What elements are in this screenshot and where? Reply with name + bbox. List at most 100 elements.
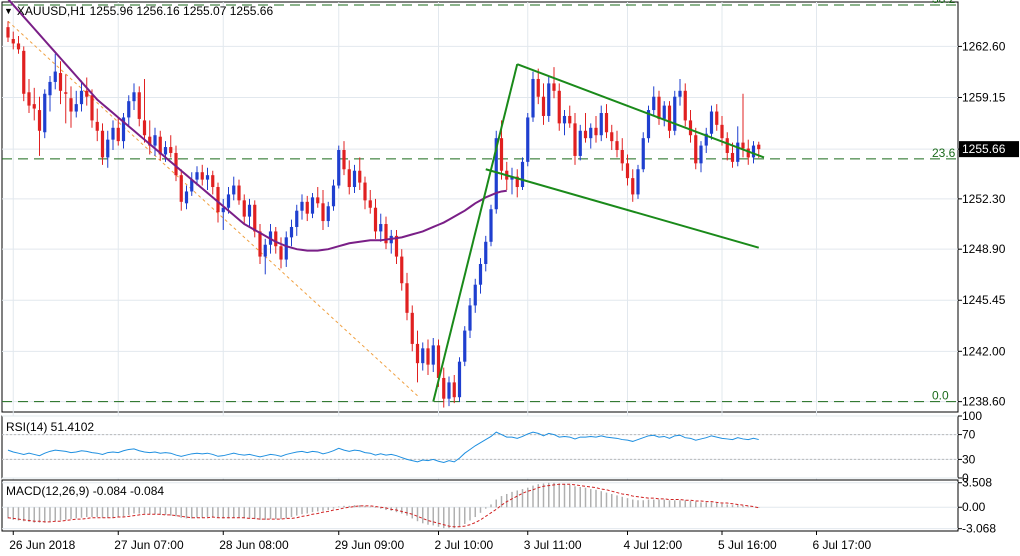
bull-candle[interactable] (221, 198, 225, 230)
bear-candle[interactable] (148, 120, 152, 155)
bear-candle[interactable] (85, 77, 89, 106)
triangle-down-icon[interactable]: ▼ (4, 6, 13, 16)
bull-candle[interactable] (751, 141, 756, 164)
bull-candle[interactable] (121, 113, 126, 149)
bull-candle[interactable] (379, 213, 383, 242)
bull-candle[interactable] (673, 90, 677, 136)
bear-candle[interactable] (725, 132, 729, 161)
bull-candle[interactable] (489, 204, 493, 247)
macd-panel[interactable]: 3.508 0.00 -3.068 (1, 476, 996, 536)
bull-candle[interactable] (289, 219, 294, 247)
bear-candle[interactable] (6, 21, 10, 42)
bear-candle[interactable] (715, 104, 719, 131)
bull-candle[interactable] (562, 110, 567, 136)
bull-candle[interactable] (326, 201, 330, 227)
bull-candle[interactable] (468, 298, 472, 338)
bear-candle[interactable] (730, 142, 735, 168)
bull-candle[interactable] (295, 204, 299, 236)
bear-candle[interactable] (274, 226, 278, 254)
bear-candle[interactable] (400, 249, 404, 291)
bear-candle[interactable] (69, 86, 73, 128)
bear-candle[interactable] (410, 305, 414, 352)
bear-candle[interactable] (27, 78, 31, 114)
bull-candle[interactable] (431, 337, 435, 373)
bull-candle[interactable] (473, 278, 477, 313)
bear-candle[interactable] (405, 272, 409, 321)
bull-candle[interactable] (127, 95, 131, 127)
bear-candle[interactable] (347, 160, 351, 195)
bear-candle[interactable] (211, 170, 215, 195)
bull-candle[interactable] (48, 76, 52, 112)
bull-candle[interactable] (352, 164, 357, 193)
bull-candle[interactable] (106, 130, 110, 168)
bear-candle[interactable] (552, 67, 556, 99)
bull-candle[interactable] (421, 342, 425, 371)
bear-candle[interactable] (515, 169, 519, 198)
bear-candle[interactable] (279, 237, 283, 269)
bull-candle[interactable] (447, 376, 451, 407)
bull-candle[interactable] (190, 172, 194, 196)
bull-candle[interactable] (484, 235, 488, 272)
bear-candle[interactable] (536, 68, 540, 105)
bull-candle[interactable] (132, 83, 136, 111)
bear-candle[interactable] (258, 224, 262, 264)
bear-candle[interactable] (620, 138, 624, 171)
bear-candle[interactable] (158, 130, 162, 161)
bull-candle[interactable] (736, 126, 740, 167)
bear-candle[interactable] (694, 127, 698, 170)
bear-candle[interactable] (37, 96, 42, 156)
bull-candle[interactable] (205, 167, 210, 190)
lower-channel-line[interactable] (485, 168, 760, 249)
bear-candle[interactable] (32, 87, 36, 121)
bear-candle[interactable] (237, 179, 241, 205)
bear-candle[interactable] (573, 113, 577, 165)
bull-candle[interactable] (195, 166, 199, 186)
impulse-leg-line[interactable] (432, 63, 519, 402)
bull-candle[interactable] (526, 113, 530, 167)
bull-candle[interactable] (599, 105, 603, 142)
bull-candle[interactable] (531, 71, 535, 122)
bull-candle[interactable] (79, 80, 84, 112)
bull-candle[interactable] (652, 86, 656, 116)
bear-candle[interactable] (394, 229, 399, 264)
bear-candle[interactable] (541, 83, 546, 125)
bear-candle[interactable] (253, 200, 257, 238)
bull-candle[interactable] (310, 192, 315, 219)
bear-candle[interactable] (442, 367, 446, 408)
bear-candle[interactable] (179, 169, 183, 211)
bull-candle[interactable] (226, 187, 231, 214)
bear-candle[interactable] (16, 36, 21, 54)
bear-candle[interactable] (321, 189, 325, 230)
bear-candle[interactable] (363, 176, 367, 210)
price-panel[interactable]: 1262.60 1259.15 1255.66 1252.30 1248.90 1245.… (1, 0, 1019, 531)
bull-candle[interactable] (337, 145, 341, 189)
bear-candle[interactable] (631, 169, 635, 202)
bull-candle[interactable] (578, 124, 582, 161)
bull-candle[interactable] (520, 157, 525, 190)
bull-candle[interactable] (43, 89, 47, 139)
bear-candle[interactable] (316, 187, 320, 208)
bear-candle[interactable] (373, 198, 378, 239)
bull-candle[interactable] (300, 194, 304, 220)
bull-candle[interactable] (699, 141, 703, 173)
bull-candle[interactable] (111, 120, 115, 151)
bull-candle[interactable] (510, 167, 514, 195)
bull-candle[interactable] (184, 185, 189, 210)
bear-candle[interactable] (610, 124, 614, 151)
bear-candle[interactable] (200, 164, 204, 186)
bear-candle[interactable] (242, 194, 246, 225)
bear-candle[interactable] (137, 86, 141, 127)
bear-candle[interactable] (11, 31, 15, 50)
bull-candle[interactable] (478, 258, 483, 294)
bull-candle[interactable] (457, 357, 462, 402)
bear-candle[interactable] (568, 105, 572, 128)
bull-candle[interactable] (331, 179, 336, 211)
bear-candle[interactable] (90, 89, 94, 128)
upper-channel-line[interactable] (516, 63, 765, 159)
bull-candle[interactable] (232, 176, 236, 201)
bear-candle[interactable] (169, 135, 173, 158)
bear-candle[interactable] (741, 93, 745, 158)
bear-candle[interactable] (625, 154, 630, 186)
bear-candle[interactable] (615, 130, 619, 158)
